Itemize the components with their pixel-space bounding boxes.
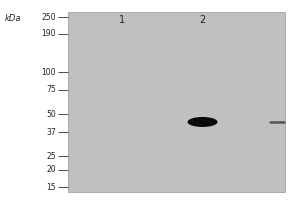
- Text: 37: 37: [46, 128, 56, 137]
- Text: 250: 250: [41, 12, 56, 21]
- Text: 190: 190: [41, 29, 56, 38]
- Text: 1: 1: [119, 15, 125, 25]
- Text: 2: 2: [200, 15, 206, 25]
- Bar: [68, 12, 285, 192]
- Text: 75: 75: [46, 85, 56, 94]
- Ellipse shape: [188, 117, 218, 127]
- Text: 15: 15: [46, 182, 56, 192]
- Text: 50: 50: [46, 110, 56, 119]
- Text: kDa: kDa: [5, 14, 22, 23]
- Text: 25: 25: [46, 152, 56, 161]
- Text: 20: 20: [46, 165, 56, 174]
- Text: 100: 100: [41, 68, 56, 77]
